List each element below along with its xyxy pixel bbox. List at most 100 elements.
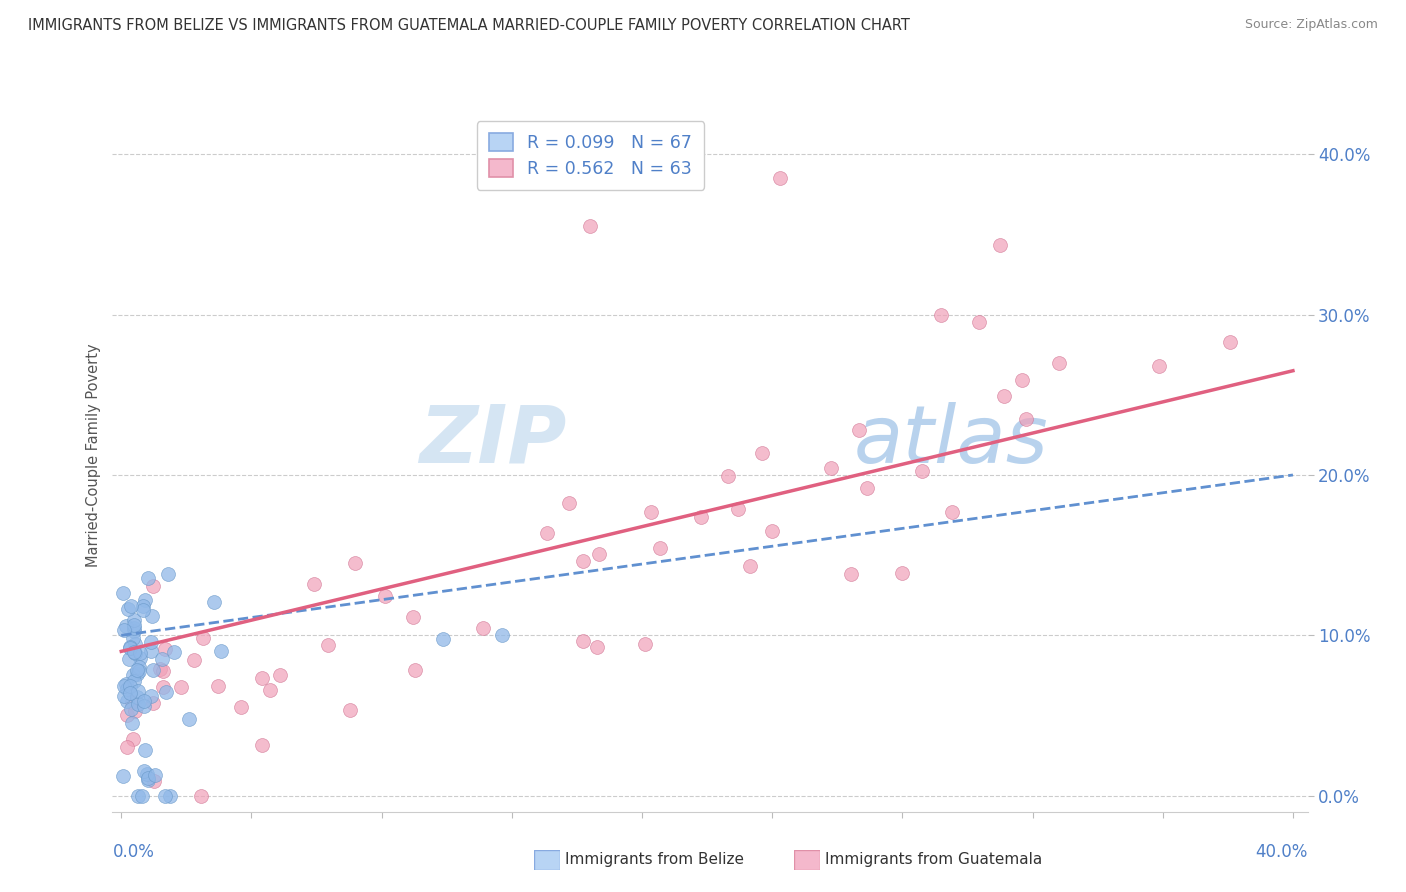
Point <box>117 681 139 696</box>
Point <box>177 712 200 726</box>
Point <box>931 308 953 322</box>
Point <box>115 739 138 754</box>
Point <box>112 623 135 637</box>
Point <box>155 642 177 657</box>
Point <box>141 635 163 649</box>
Point <box>579 219 602 234</box>
Point <box>588 547 610 561</box>
Point <box>1219 335 1241 350</box>
Point <box>572 554 595 568</box>
Text: 40.0%: 40.0% <box>1256 843 1308 861</box>
Point <box>491 628 513 642</box>
Point <box>157 566 180 581</box>
Point <box>769 171 792 186</box>
Point <box>112 689 135 703</box>
Point <box>648 541 671 555</box>
Point <box>118 686 141 700</box>
Point <box>839 566 862 581</box>
Point <box>124 704 146 718</box>
Point <box>209 644 232 658</box>
Point <box>1047 356 1070 370</box>
Text: 0.0%: 0.0% <box>112 843 155 861</box>
Point <box>150 652 173 666</box>
Point <box>586 640 609 655</box>
Point <box>191 631 214 645</box>
Point <box>142 579 165 593</box>
Point <box>125 667 148 681</box>
Point <box>122 645 145 659</box>
Point <box>124 646 146 660</box>
Point <box>404 663 426 677</box>
Point <box>432 632 454 647</box>
Point <box>252 738 274 752</box>
Point <box>374 589 396 603</box>
Point <box>163 645 186 659</box>
Point <box>640 505 662 519</box>
Point <box>122 624 145 638</box>
Point <box>967 315 990 329</box>
Point <box>170 680 193 694</box>
Point <box>149 662 172 676</box>
Point <box>127 690 149 704</box>
Point <box>118 652 141 666</box>
Text: atlas: atlas <box>853 401 1049 480</box>
Text: Source: ZipAtlas.com: Source: ZipAtlas.com <box>1244 18 1378 31</box>
Point <box>401 610 423 624</box>
Text: Immigrants from Guatemala: Immigrants from Guatemala <box>825 853 1043 867</box>
Point <box>229 700 252 714</box>
Point <box>269 667 291 681</box>
Point <box>124 637 146 651</box>
Point <box>344 556 367 570</box>
Point <box>134 742 156 756</box>
Point <box>820 460 842 475</box>
Point <box>128 664 150 678</box>
Point <box>152 680 174 694</box>
Text: Immigrants from Belize: Immigrants from Belize <box>565 853 744 867</box>
Point <box>112 769 135 783</box>
Point <box>911 464 934 478</box>
Point <box>134 764 156 779</box>
Point <box>690 510 713 524</box>
Point <box>114 619 136 633</box>
Point <box>120 702 142 716</box>
Point <box>316 638 339 652</box>
Point <box>738 558 761 573</box>
Point <box>1147 359 1170 374</box>
Text: IMMIGRANTS FROM BELIZE VS IMMIGRANTS FROM GUATEMALA MARRIED-COUPLE FAMILY POVERT: IMMIGRANTS FROM BELIZE VS IMMIGRANTS FRO… <box>28 18 910 33</box>
Legend: R = 0.099   N = 67, R = 0.562   N = 63: R = 0.099 N = 67, R = 0.562 N = 63 <box>477 121 704 190</box>
Point <box>202 594 225 608</box>
Point <box>136 767 159 781</box>
Point <box>127 684 149 698</box>
Point <box>120 679 142 693</box>
Point <box>128 646 150 660</box>
Point <box>941 505 963 519</box>
Point <box>120 640 142 655</box>
Point <box>131 789 153 803</box>
Point <box>891 566 914 580</box>
Point <box>572 634 595 648</box>
Point <box>183 652 205 666</box>
Point <box>122 618 145 632</box>
Point <box>132 599 155 613</box>
Point <box>717 469 740 483</box>
Point <box>141 689 163 703</box>
Point <box>125 663 148 677</box>
Text: ZIP: ZIP <box>419 401 567 480</box>
Point <box>127 697 149 711</box>
Point <box>129 651 152 665</box>
Point <box>118 641 141 656</box>
Point <box>761 524 783 539</box>
Point <box>111 586 134 600</box>
Point <box>751 446 773 460</box>
Point <box>142 773 165 788</box>
Point <box>124 673 146 688</box>
Point <box>115 676 138 690</box>
Point <box>139 644 162 658</box>
Point <box>1011 373 1033 387</box>
Point <box>122 621 145 635</box>
Point <box>120 599 142 613</box>
Point <box>134 593 156 607</box>
Point <box>124 613 146 627</box>
Y-axis label: Married-Couple Family Poverty: Married-Couple Family Poverty <box>86 343 101 566</box>
Point <box>143 768 166 782</box>
